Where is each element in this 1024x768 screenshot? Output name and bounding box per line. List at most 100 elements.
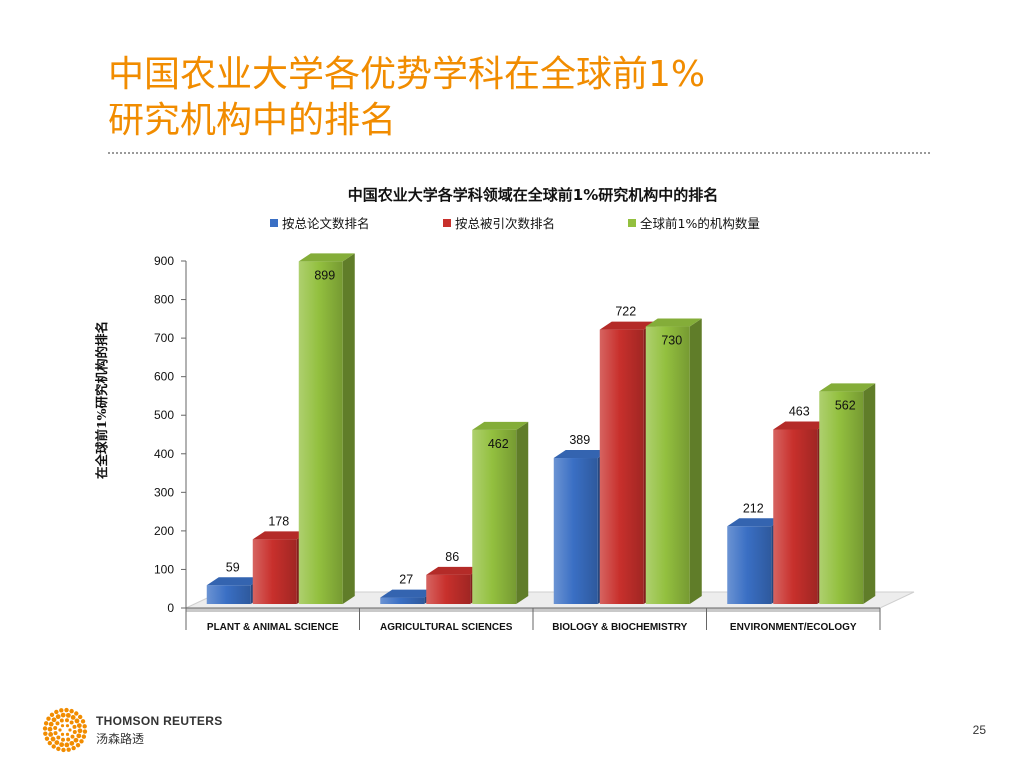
logo-dot (47, 726, 53, 732)
brand-wordmark: THOMSON REUTERS 汤森路透 (96, 714, 223, 747)
logo-dot (58, 728, 62, 732)
slide-title-line2: 研究机构中的排名 (108, 100, 397, 141)
bar-top1pct (645, 318, 702, 604)
legend-label: 按总被引次数排名 (455, 216, 555, 231)
bar-front (252, 539, 297, 604)
logo-dot (77, 728, 83, 734)
bar-top (298, 253, 355, 262)
y-tick-label: 0 (167, 601, 174, 615)
legend-label: 按总论文数排名 (282, 216, 370, 231)
brand-name-cn: 汤森路透 (96, 732, 145, 746)
bar-front (819, 391, 864, 604)
bar-front (773, 429, 818, 604)
bar-side (689, 318, 702, 604)
data-label: 562 (835, 398, 856, 412)
logo-dot (54, 740, 60, 745)
logo-dot (70, 734, 75, 739)
logo-dot (43, 731, 48, 736)
logo-dot (49, 712, 55, 718)
logo-dot (53, 726, 58, 731)
logo-dot (81, 734, 87, 739)
logo-dot (61, 747, 66, 753)
logo-dot (74, 718, 80, 724)
logo-dot (76, 723, 82, 728)
x-tick-label: ENVIRONMENT/ECOLOGY (730, 622, 857, 633)
logo-dot (61, 737, 66, 742)
data-label: 722 (615, 305, 636, 319)
bar-front (472, 429, 517, 604)
bar-top (380, 589, 437, 598)
logo-dot (77, 714, 83, 720)
logo-dot (82, 724, 87, 729)
logo-dot (59, 742, 65, 748)
bar-front (553, 458, 598, 604)
slide-title-line1: 中国农业大学各优势学科在全球前1% (108, 54, 706, 95)
x-tick-label: PLANT & ANIMAL SCIENCE (207, 622, 339, 633)
y-tick-label: 500 (154, 408, 174, 422)
logo-dot (73, 737, 79, 743)
logo-dot (82, 729, 88, 734)
logo-dot (65, 724, 70, 728)
logo-dot (54, 709, 59, 715)
logo-dot (64, 718, 69, 723)
legend-swatch (443, 219, 451, 227)
bar-front (645, 326, 690, 604)
logo-dot (69, 708, 74, 714)
logo-dot (65, 712, 71, 718)
logo-dot (51, 717, 57, 723)
data-label: 462 (488, 437, 509, 451)
bar-top1pct (298, 253, 355, 604)
logo-dot (79, 739, 84, 744)
bar-top (599, 321, 656, 330)
logo-dot (56, 735, 61, 740)
legend-swatch (270, 219, 278, 227)
logo-dot (60, 732, 65, 736)
bar-front (727, 526, 772, 604)
y-tick-label: 600 (154, 370, 174, 384)
bar-top (252, 531, 309, 540)
y-tick-label: 900 (154, 254, 174, 268)
bar-top (819, 383, 876, 392)
logo-dot (69, 740, 75, 746)
logo-dot (44, 736, 50, 741)
data-label: 212 (743, 501, 764, 515)
y-tick-label: 300 (154, 485, 174, 499)
logo-dot (59, 718, 64, 723)
bar-top (472, 421, 529, 430)
logo-dot (55, 721, 60, 726)
logo-dot (66, 747, 71, 752)
logo-dot (72, 724, 77, 729)
bar-top (206, 577, 263, 586)
logo-dot (51, 744, 56, 749)
x-tick-label: AGRICULTURAL SCIENCES (380, 622, 513, 633)
bar-front (380, 597, 425, 604)
page-number: 25 (972, 723, 986, 737)
data-label: 389 (569, 433, 590, 447)
legend-swatch (628, 219, 636, 227)
logo-dot (59, 708, 64, 713)
bar-top (727, 518, 784, 527)
y-tick-label: 800 (154, 293, 174, 307)
bar-top (645, 318, 702, 327)
bar-side (863, 383, 876, 604)
logo-dot (76, 733, 82, 739)
bar-top (426, 566, 483, 575)
logo-dot (50, 736, 56, 742)
logo-dot (48, 721, 54, 727)
y-tick-label: 400 (154, 447, 174, 461)
logo-dot (42, 726, 48, 731)
logo-dot (70, 715, 76, 720)
bar-top1pct (472, 421, 529, 604)
logo-dot (48, 732, 54, 737)
logo-dot (74, 711, 79, 716)
bar-front (426, 574, 471, 604)
y-tick-label: 700 (154, 331, 174, 345)
bar-top1pct (819, 383, 876, 604)
bar-top (553, 450, 610, 459)
y-axis-label: 在全球前1%研究机构的排名 (94, 321, 109, 479)
title-divider (108, 152, 930, 154)
data-label: 27 (399, 573, 413, 587)
chart-title: 中国农业大学各学科领域在全球前1%研究机构中的排名 (348, 186, 718, 204)
data-label: 86 (445, 550, 459, 564)
